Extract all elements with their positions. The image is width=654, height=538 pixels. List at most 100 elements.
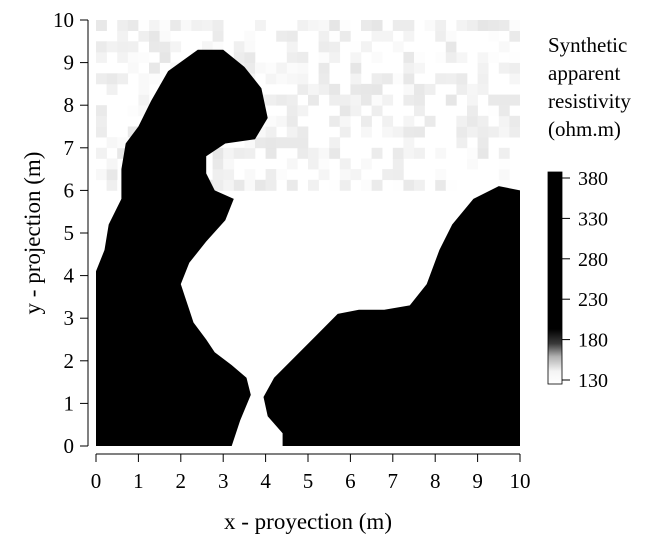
heatmap-cell xyxy=(106,158,118,170)
heatmap-cell xyxy=(403,51,415,63)
heatmap-cell xyxy=(456,51,468,63)
x-tick-label: 2 xyxy=(176,469,187,493)
heatmap-cell xyxy=(138,105,150,117)
heatmap-cell xyxy=(403,20,415,31)
heatmap-cell xyxy=(96,51,107,63)
colorbar: Synthetic apparent resistivity (ohm.m) 1… xyxy=(547,33,631,392)
colorbar-tick-label: 130 xyxy=(578,370,608,392)
heatmap-cell xyxy=(96,147,107,159)
heatmap-cell xyxy=(456,83,468,95)
heatmap-cell xyxy=(498,169,510,181)
heatmap-cell xyxy=(117,51,129,63)
heatmap-cell xyxy=(223,147,235,159)
heatmap-cell xyxy=(297,105,309,117)
heatmap-cell xyxy=(498,158,510,170)
heatmap-cell xyxy=(286,62,298,74)
heatmap-cell xyxy=(329,20,341,31)
heatmap-cell xyxy=(286,105,298,117)
x-tick-label: 0 xyxy=(91,469,102,493)
heatmap-cell xyxy=(445,73,457,85)
heatmap-cell xyxy=(467,105,478,117)
heatmap-cell xyxy=(318,51,330,63)
heatmap-cell xyxy=(350,62,362,74)
colorbar-tick-label: 280 xyxy=(578,249,608,271)
high-resistivity-region-right-lobe xyxy=(263,186,520,446)
heatmap-cell xyxy=(403,73,415,85)
heatmap-cell xyxy=(435,20,447,31)
heatmap-cell xyxy=(350,51,362,63)
heatmap-cell xyxy=(308,179,319,191)
heatmap-cell xyxy=(286,73,298,85)
heatmap-cell xyxy=(361,20,372,31)
heatmap-cell xyxy=(265,94,277,106)
heatmap-cell xyxy=(265,169,277,181)
heatmap-cell xyxy=(276,94,288,106)
heatmap-cell xyxy=(467,94,478,106)
heatmap-cell xyxy=(117,20,129,31)
heatmap-cell xyxy=(138,51,150,63)
y-axis-title: y - projection (m) xyxy=(20,152,45,315)
x-tick-label: 8 xyxy=(430,469,441,493)
heatmap-cell xyxy=(127,126,139,138)
heatmap-cell xyxy=(318,62,330,74)
heatmap-cell xyxy=(318,30,330,42)
heatmap-cell xyxy=(212,158,224,170)
heatmap-cell xyxy=(149,62,160,74)
heatmap-cell xyxy=(96,20,107,31)
heatmap-cell xyxy=(149,30,160,42)
heatmap-cell xyxy=(138,30,150,42)
heatmap-cell xyxy=(276,30,288,42)
y-tick-label: 0 xyxy=(64,434,75,458)
heatmap-cell xyxy=(424,115,436,127)
heatmap-cell xyxy=(244,41,256,53)
heatmap-cell xyxy=(286,137,298,149)
heatmap-cell xyxy=(350,105,362,117)
heatmap-cell xyxy=(488,94,500,106)
colorbar-title-line-4: (ohm.m) xyxy=(548,117,621,141)
heatmap-cell xyxy=(297,51,309,63)
heatmap-cell xyxy=(403,147,415,159)
heatmap-cell xyxy=(509,62,520,74)
x-tick-label: 3 xyxy=(218,469,229,493)
heatmap-cell xyxy=(233,51,245,63)
heatmap-cell xyxy=(106,41,118,53)
heatmap-cell xyxy=(509,30,520,42)
heatmap-cell xyxy=(435,169,447,181)
heatmap-cell xyxy=(414,126,425,138)
heatmap-cell xyxy=(445,51,457,63)
heatmap-cell xyxy=(498,20,510,31)
x-tick-label: 6 xyxy=(345,469,356,493)
heatmap-cell xyxy=(414,62,425,74)
heatmap-cell xyxy=(308,94,319,106)
heatmap-cell xyxy=(149,41,160,53)
heatmap-cell xyxy=(276,115,288,127)
heatmap-cell xyxy=(127,62,139,74)
heatmap-cell xyxy=(297,137,309,149)
heatmap-cell xyxy=(392,41,404,53)
colorbar-ticks: 130 180 230 280 330 380 xyxy=(562,168,608,392)
colorbar-tick-label: 180 xyxy=(578,330,608,352)
heatmap-cell xyxy=(297,62,309,74)
heatmap-cell xyxy=(212,179,224,191)
x-tick-label: 1 xyxy=(133,469,144,493)
heatmap-cell xyxy=(361,126,372,138)
heatmap-cell xyxy=(361,115,372,127)
y-tick-label: 3 xyxy=(64,306,75,330)
x-axis: 0 1 2 3 4 5 6 7 8 9 10 x - proyection (m) xyxy=(91,453,531,534)
heatmap-cell xyxy=(456,20,468,31)
heatmap-cell xyxy=(456,73,468,85)
heatmap-cell xyxy=(96,41,107,53)
heatmap-cell xyxy=(467,158,478,170)
heatmap-cell xyxy=(361,83,372,95)
colorbar-title-line-2: apparent xyxy=(548,61,620,85)
heatmap-cell xyxy=(244,51,256,63)
heatmap-cell xyxy=(477,51,489,63)
heatmap-cell xyxy=(477,147,489,159)
heatmap-cell xyxy=(382,169,394,181)
heatmap-cell xyxy=(212,20,224,31)
heatmap-cell xyxy=(477,83,489,95)
heatmap-cell xyxy=(117,147,129,159)
heatmap-cell xyxy=(117,137,129,149)
heatmap-cell xyxy=(212,30,224,42)
heatmap-cell xyxy=(467,20,478,31)
